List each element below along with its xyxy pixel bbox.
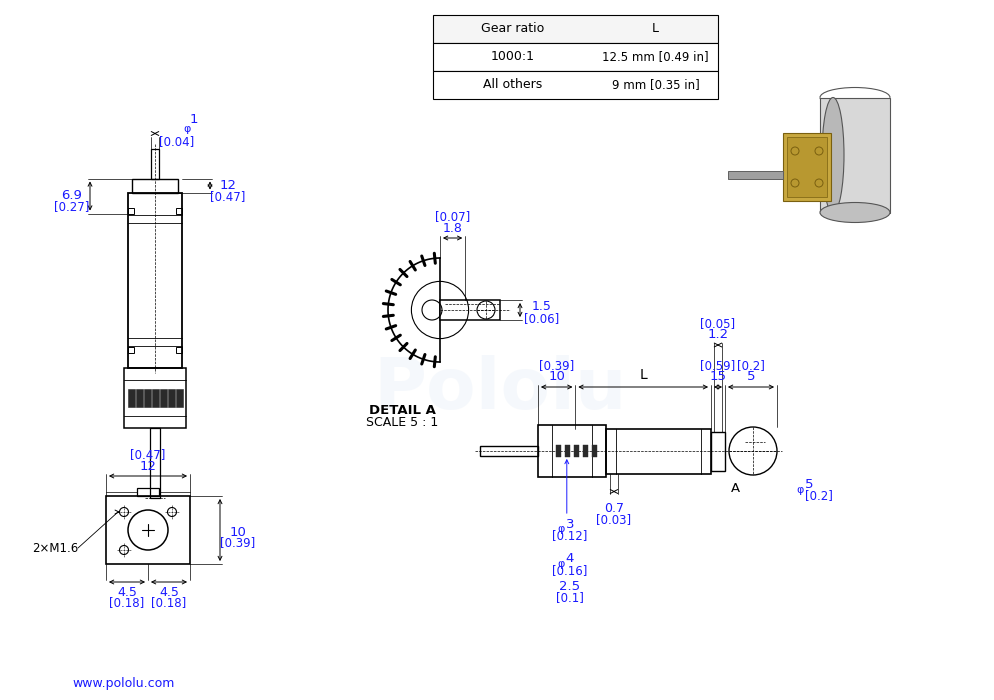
Text: 10: 10 <box>548 370 565 384</box>
Bar <box>175 389 182 407</box>
Text: [0.12]: [0.12] <box>552 529 586 542</box>
Bar <box>137 488 159 496</box>
Bar <box>106 496 190 564</box>
Text: DETAIL A: DETAIL A <box>368 403 435 416</box>
Text: Pololu: Pololu <box>373 356 626 424</box>
Text: 9 mm [0.35 in]: 9 mm [0.35 in] <box>611 78 699 92</box>
Bar <box>700 20 979 325</box>
Text: 6.9: 6.9 <box>62 189 83 202</box>
Text: [0.05]: [0.05] <box>700 318 735 330</box>
Bar <box>556 445 561 457</box>
Text: 15: 15 <box>709 370 726 384</box>
Bar <box>176 346 182 353</box>
Bar <box>711 431 725 470</box>
Text: φ: φ <box>557 524 564 534</box>
Text: 2×M1.6: 2×M1.6 <box>32 542 78 554</box>
Text: [0.39]: [0.39] <box>539 360 574 372</box>
Bar <box>128 346 134 353</box>
Text: [0.47]: [0.47] <box>210 190 246 203</box>
Text: [0.27]: [0.27] <box>55 200 89 213</box>
Bar <box>565 445 570 457</box>
Bar <box>167 389 174 407</box>
Text: φ: φ <box>795 485 802 495</box>
Text: www.pololu.com: www.pololu.com <box>72 676 174 690</box>
Bar <box>582 445 587 457</box>
Ellipse shape <box>819 202 889 223</box>
Text: A: A <box>730 482 739 496</box>
Bar <box>176 207 182 214</box>
Text: 5: 5 <box>804 479 813 491</box>
Bar <box>574 445 579 457</box>
Text: 12.5 mm [0.49 in]: 12.5 mm [0.49 in] <box>601 50 708 64</box>
Text: 1.5: 1.5 <box>532 300 552 314</box>
Text: 4.5: 4.5 <box>117 585 137 598</box>
Text: 10: 10 <box>230 526 247 538</box>
Bar <box>432 43 718 71</box>
Text: L: L <box>651 22 658 36</box>
Text: φ: φ <box>557 559 564 569</box>
Bar <box>128 193 182 368</box>
Bar <box>538 425 605 477</box>
Text: [0.39]: [0.39] <box>220 536 255 550</box>
Text: [0.1]: [0.1] <box>556 592 583 605</box>
Bar <box>159 389 166 407</box>
Text: [0.2]: [0.2] <box>737 360 764 372</box>
Bar <box>819 97 889 213</box>
Text: 12: 12 <box>220 179 237 192</box>
Text: 5: 5 <box>746 370 754 384</box>
Text: [0.06]: [0.06] <box>524 312 559 326</box>
Text: 1: 1 <box>190 113 198 126</box>
Text: 12: 12 <box>139 459 156 473</box>
Bar <box>728 171 782 179</box>
Text: 1.2: 1.2 <box>707 328 728 342</box>
Bar <box>432 71 718 99</box>
Bar <box>432 15 718 43</box>
Bar <box>782 133 830 201</box>
Text: All others: All others <box>483 78 542 92</box>
Text: [0.18]: [0.18] <box>109 596 144 610</box>
Text: 0.7: 0.7 <box>603 502 623 515</box>
Bar <box>127 389 134 407</box>
Text: [0.59]: [0.59] <box>700 360 735 372</box>
Text: [0.16]: [0.16] <box>552 564 586 578</box>
Bar <box>786 137 826 197</box>
Text: Gear ratio: Gear ratio <box>481 22 544 36</box>
Text: [0.2]: [0.2] <box>804 489 832 503</box>
Text: 4.5: 4.5 <box>159 585 179 598</box>
Bar <box>143 389 150 407</box>
Text: [0.47]: [0.47] <box>130 449 166 461</box>
Text: [0.03]: [0.03] <box>595 513 631 526</box>
Bar <box>128 207 134 214</box>
Bar <box>132 178 178 192</box>
Text: SCALE 5 : 1: SCALE 5 : 1 <box>366 416 437 430</box>
Bar <box>151 389 158 407</box>
Text: 3: 3 <box>565 517 574 531</box>
Bar <box>605 428 711 473</box>
Bar <box>479 446 538 456</box>
Ellipse shape <box>821 97 843 213</box>
Bar <box>591 445 596 457</box>
Bar <box>150 428 160 498</box>
Text: 1.8: 1.8 <box>442 221 462 234</box>
Text: L: L <box>639 368 646 382</box>
Text: φ: φ <box>183 123 190 134</box>
Text: [0.07]: [0.07] <box>434 211 470 223</box>
Text: 1000:1: 1000:1 <box>490 50 535 64</box>
Bar <box>151 148 159 178</box>
Text: 2.5: 2.5 <box>559 580 580 594</box>
Bar <box>135 389 142 407</box>
Text: [0.04]: [0.04] <box>159 135 195 148</box>
Text: 4: 4 <box>565 552 574 566</box>
Bar <box>124 368 186 428</box>
Bar <box>439 300 500 320</box>
Text: [0.18]: [0.18] <box>151 596 187 610</box>
